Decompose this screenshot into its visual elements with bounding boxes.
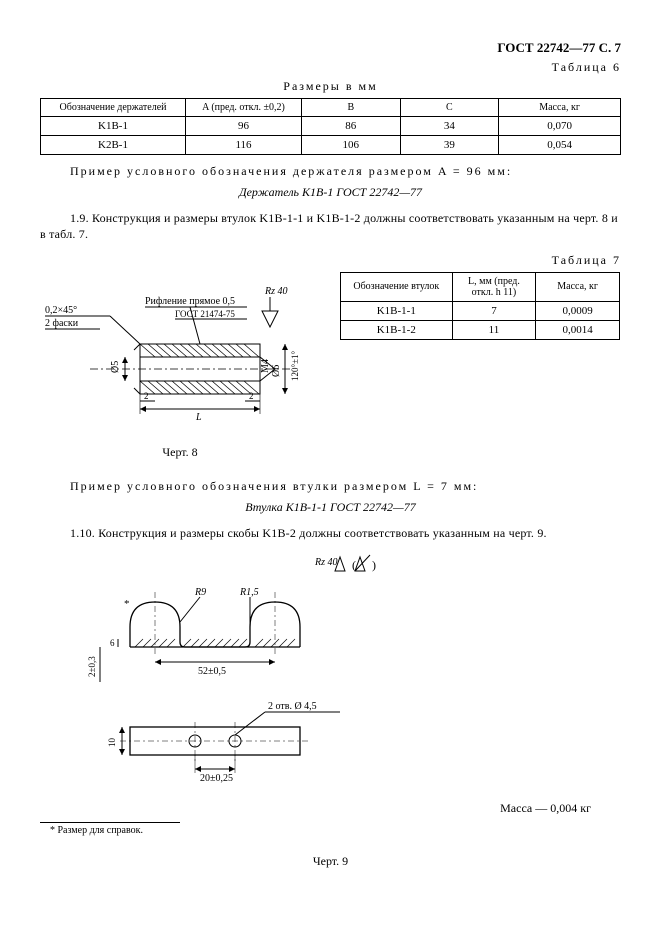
table-row: K1B-19686340,070	[41, 117, 621, 136]
fig9-caption: Черт. 9	[40, 854, 621, 869]
fig9-w10: 10	[107, 737, 117, 747]
fig9-h6: 6	[110, 638, 115, 648]
svg-text:): )	[372, 558, 376, 572]
footnote-rule	[40, 822, 180, 823]
example1-lead: Пример условного обозначения держателя р…	[40, 163, 621, 179]
fig9-r15: R1,5	[239, 587, 259, 598]
fig9-w52: 52±0,5	[198, 666, 226, 677]
col-header: Масса, кг	[536, 272, 620, 301]
col-header: B	[302, 99, 401, 117]
fig8-faski: 2 фаски	[45, 318, 79, 329]
p-1-9: 1.9. Конструкция и размеры втулок K1B-1-…	[40, 210, 621, 242]
fig9-holes: 2 отв. Ø 4,5	[268, 701, 317, 712]
fig8-caption: Черт. 8	[40, 445, 320, 460]
table-cell: 11	[452, 320, 536, 339]
col-header: A (пред. откл. ±0,2)	[186, 99, 302, 117]
table-cell: 116	[186, 136, 302, 155]
example2-text: Втулка K1B-1-1 ГОСТ 22742—77	[40, 500, 621, 515]
table6-label: Таблица 6	[40, 60, 621, 75]
fig8-knurl: Рифление прямое 0,5	[145, 296, 235, 307]
fig8-d5: Ø5	[110, 360, 121, 372]
fig9-h2: 2±0,3	[87, 656, 97, 677]
fig8-rz: Rz 40	[264, 286, 288, 297]
footnote: * Размер для справок.	[50, 825, 621, 836]
col-header: Масса, кг	[499, 99, 621, 117]
fig8-gostref: ГОСТ 21474-75	[175, 309, 235, 319]
fig8-m4: M4	[260, 359, 271, 373]
fig8-ang: 120°±1°	[290, 350, 300, 381]
col-header: C	[400, 99, 499, 117]
p-1-10: 1.10. Конструкция и размеры скобы K1B-2 …	[40, 525, 621, 541]
table-cell: 0,070	[499, 117, 621, 136]
col-header: Обозначение втулок	[341, 272, 453, 301]
table7: Обозначение втулокL, мм (пред. откл. h 1…	[340, 272, 620, 340]
fig9-mass: Масса — 0,004 кг	[40, 801, 591, 816]
table-cell: K1B-1-1	[341, 301, 453, 320]
table-cell: 106	[302, 136, 401, 155]
table-row: K1B-1-2110,0014	[341, 320, 620, 339]
table-row: K1B-1-170,0009	[341, 301, 620, 320]
fig9-r9: R9	[194, 587, 206, 598]
table-cell: 96	[186, 117, 302, 136]
table-cell: 39	[400, 136, 499, 155]
example1-text: Держатель K1B-1 ГОСТ 22742—77	[40, 185, 621, 200]
fig8-2a: 2	[144, 391, 149, 401]
example2-lead: Пример условного обозначения втулки разм…	[40, 478, 621, 494]
fig8-2b: 2	[249, 391, 254, 401]
table-cell: 0,0014	[536, 320, 620, 339]
fig8-L: L	[195, 412, 202, 423]
table-cell: K1B-1	[41, 117, 186, 136]
figure-8: Rz 40 0,2×45° 2 фаски Рифление прямое 0,…	[40, 249, 320, 472]
table-cell: K1B-1-2	[341, 320, 453, 339]
table-cell: 86	[302, 117, 401, 136]
col-header: L, мм (пред. откл. h 11)	[452, 272, 536, 301]
figure-9: Rz 40 ( )	[40, 547, 621, 797]
fig8-d6: Ø6	[271, 364, 282, 376]
table6-caption: Размеры в мм	[40, 79, 621, 94]
col-header: Обозначение держателей	[41, 99, 186, 117]
table6: Обозначение держателейA (пред. откл. ±0,…	[40, 98, 621, 155]
page-header: ГОСТ 22742—77 С. 7	[40, 40, 621, 56]
table7-label: Таблица 7	[340, 253, 621, 268]
table-cell: 34	[400, 117, 499, 136]
table-cell: 7	[452, 301, 536, 320]
table-row: K2B-1116106390,054	[41, 136, 621, 155]
fig9-star: *	[124, 598, 130, 610]
fig8-chamfer: 0,2×45°	[45, 305, 77, 316]
fig9-rz: Rz 40	[314, 557, 338, 568]
table-cell: K2B-1	[41, 136, 186, 155]
table-cell: 0,054	[499, 136, 621, 155]
table-cell: 0,0009	[536, 301, 620, 320]
fig9-w20: 20±0,25	[200, 773, 233, 784]
